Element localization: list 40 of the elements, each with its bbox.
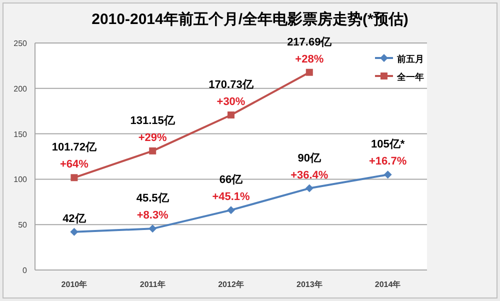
data-label: 101.72亿	[52, 142, 98, 154]
y-tick-label: 200	[14, 84, 28, 94]
y-tick-label: 50	[18, 220, 28, 230]
point	[305, 184, 314, 192]
data-label: 66亿	[219, 174, 244, 186]
y-tick-label: 250	[14, 39, 28, 48]
data-label: 105亿*	[370, 138, 406, 151]
data-label: 217.69亿	[287, 36, 333, 48]
point	[306, 68, 313, 76]
annotation: +8.3%	[136, 210, 169, 222]
data-label: 42亿	[62, 212, 87, 225]
chart-title: 2010-2014年前五个月/全年电影票房走势(*预估)	[92, 10, 408, 28]
data-label: 170.73亿	[208, 78, 254, 91]
annotation: +16.7%	[368, 156, 407, 168]
annotation: +36.4%	[290, 169, 328, 182]
x-tick-label: 2010年	[61, 280, 88, 289]
point	[228, 111, 234, 118]
x-tick-label: 2012年	[218, 280, 244, 289]
annotation: +29%	[138, 132, 168, 144]
legend-label: 全一年	[396, 72, 424, 82]
y-tick-label: 100	[14, 175, 28, 184]
data-label: 131.15亿	[130, 114, 176, 127]
point	[149, 147, 156, 154]
y-tick-label: 0	[22, 266, 28, 275]
point	[227, 206, 235, 214]
data-label: 45.5亿	[136, 192, 170, 205]
annotation: +30%	[216, 96, 246, 108]
data-label: 90亿	[298, 152, 322, 164]
y-tick-label: 150	[14, 130, 28, 139]
x-tick-label: 2011年	[140, 280, 166, 289]
point	[384, 170, 392, 179]
annotation: +28%	[295, 53, 324, 66]
annotation: +45.1%	[212, 191, 250, 204]
point	[148, 224, 157, 233]
x-tick-label: 2013年	[296, 280, 322, 289]
point	[70, 174, 78, 182]
annotation: +64%	[60, 158, 89, 171]
x-tick-label: 2014年	[374, 280, 401, 289]
legend-label: 前五月	[396, 54, 424, 64]
point	[70, 228, 78, 236]
